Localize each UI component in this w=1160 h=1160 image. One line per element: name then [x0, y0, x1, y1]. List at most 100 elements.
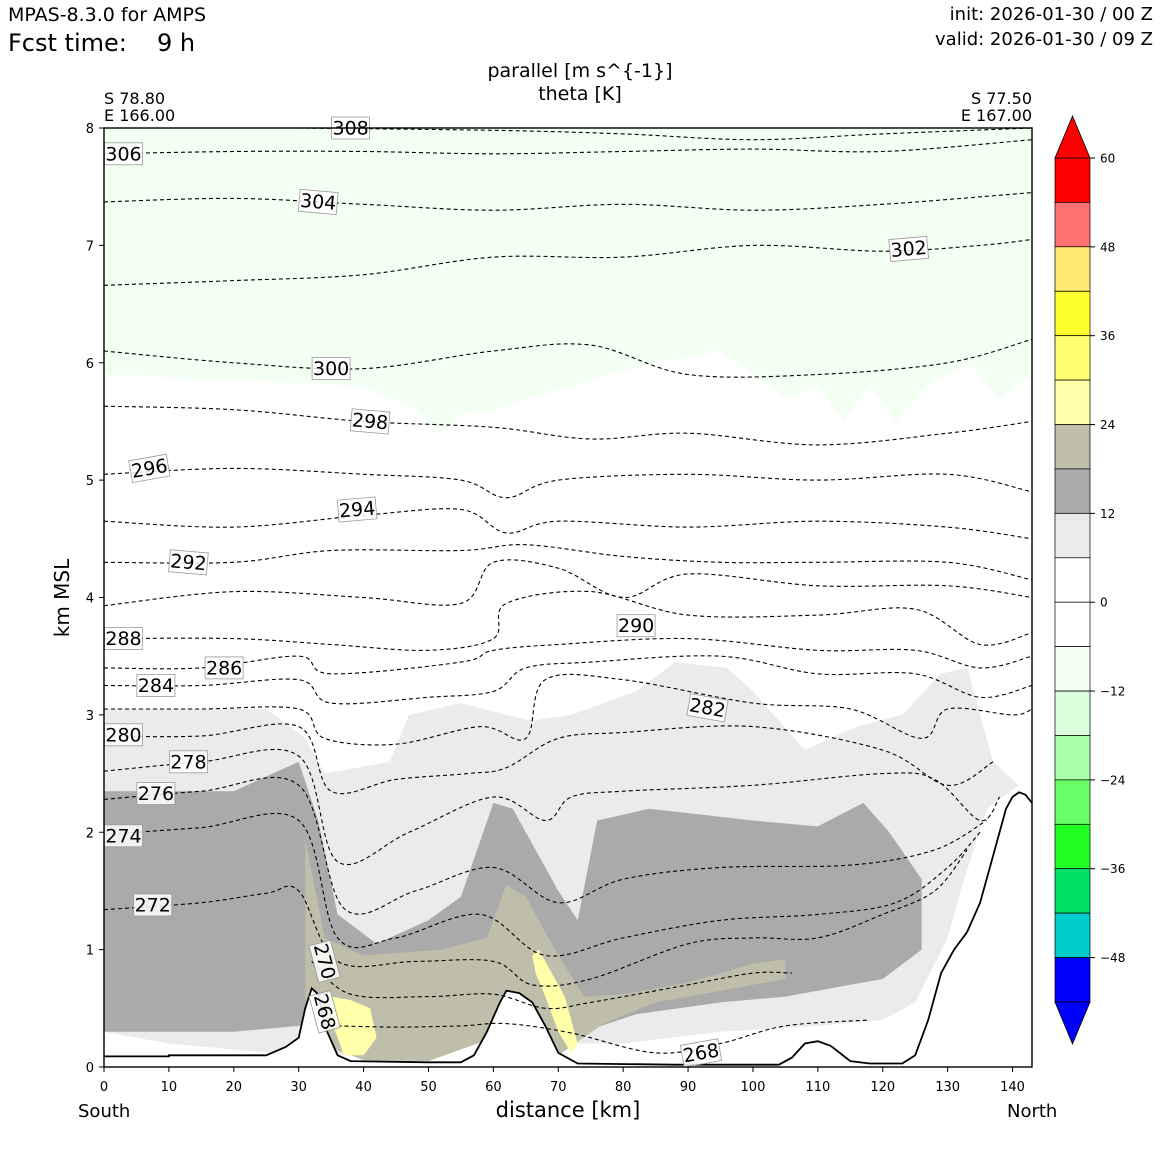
chart-title-wind: parallel [m s^{-1}]	[487, 60, 673, 82]
isentrope-294	[104, 508, 1032, 540]
init-time: init: 2026-01-30 / 00 Z	[949, 4, 1153, 25]
theta-label-box	[616, 614, 656, 638]
theta-label-text: 306	[105, 143, 141, 165]
x-tick-label: 50	[420, 1080, 437, 1095]
theta-label-text: 272	[135, 895, 171, 917]
theta-label-text: 290	[618, 615, 654, 637]
x-tick-label: 40	[355, 1080, 372, 1095]
theta-label-box	[136, 782, 176, 805]
chart-title-theta: theta [K]	[538, 83, 622, 105]
isentrope-274	[104, 812, 981, 957]
theta-label-284: 284	[136, 674, 176, 697]
theta-label-304: 304	[297, 188, 339, 215]
theta-label-box	[168, 549, 209, 576]
y-tick-label: 5	[86, 474, 94, 489]
colorbar-tick-label: 60	[1100, 152, 1115, 166]
fcst-time-value: 9 h	[157, 29, 196, 57]
colorbar-band-24..30	[1054, 379, 1091, 425]
isentrope-306	[104, 139, 1032, 155]
x-tick-label: 70	[550, 1080, 567, 1095]
theta-label-box	[686, 693, 729, 723]
colorbar-tick-label: 0	[1100, 596, 1108, 610]
colorbar-band--42..-36	[1054, 868, 1091, 914]
isentrope-270	[311, 960, 792, 1010]
x-tick-label: 100	[741, 1080, 766, 1095]
y-tick-label: 8	[86, 122, 94, 137]
isentrope-290	[104, 559, 1032, 607]
theta-label-text: 268	[681, 1039, 721, 1067]
x-tick-label: 0	[100, 1080, 108, 1095]
theta-label-text: 304	[299, 190, 337, 215]
isentrope-302	[104, 238, 1032, 286]
left-point-lon: E 166.00	[104, 106, 176, 125]
theta-label-box	[136, 674, 176, 697]
terrain-fill	[104, 792, 1032, 1067]
theta-label-268: 268	[679, 1038, 723, 1068]
theta-label-286: 286	[204, 656, 244, 680]
isentrope-280	[104, 723, 994, 795]
isentrope-296	[104, 467, 1032, 499]
x-tick-label: 20	[226, 1080, 243, 1095]
x-tick-label: 10	[161, 1080, 178, 1095]
colorbar-tick-label: −24	[1100, 773, 1125, 787]
theta-label-text: 300	[313, 358, 349, 380]
isentrope-282	[104, 673, 1032, 746]
colorbar-band--24..-18	[1054, 735, 1091, 781]
theta-label-text: 284	[138, 675, 174, 697]
theta-label-box	[168, 750, 208, 774]
theta-label-box	[308, 939, 341, 984]
theta-label-text: 294	[338, 497, 376, 522]
theta-label-268: 268	[308, 990, 341, 1034]
colorbar-tick-label: 12	[1100, 507, 1115, 521]
theta-label-box	[336, 496, 378, 523]
colorbar-band-30..36	[1054, 335, 1091, 381]
wind-fill-18..24	[305, 838, 786, 1062]
colorbar-band-0..6	[1054, 557, 1091, 603]
wind-fill--6..-12	[104, 128, 1032, 434]
theta-label-280: 280	[104, 723, 143, 746]
colorbar-tick-label: 24	[1100, 418, 1115, 432]
left-point-lat: S 78.80	[104, 89, 166, 108]
isentrope-284	[104, 655, 1032, 705]
right-point-lat: S 77.50	[970, 89, 1032, 108]
isentrope-300	[104, 338, 1032, 378]
theta-label-box	[349, 408, 391, 435]
colorbar-under-arrow	[1054, 1001, 1091, 1046]
theta-label-282: 282	[686, 693, 729, 723]
y-tick-label: 6	[86, 357, 94, 372]
theta-label-290: 290	[616, 614, 656, 638]
y-tick-label: 0	[86, 1061, 94, 1076]
theta-label-276: 276	[136, 782, 176, 805]
theta-label-298: 298	[349, 408, 391, 435]
x-tick-label: 120	[870, 1080, 895, 1095]
right-point-lon: E 167.00	[960, 106, 1032, 125]
colorbar-band-42..48	[1054, 246, 1091, 292]
colorbar-tick-label: 48	[1100, 240, 1115, 254]
theta-label-box	[128, 453, 171, 483]
y-tick-label: 1	[86, 944, 94, 959]
theta-label-294: 294	[336, 496, 378, 523]
isentrope-278	[104, 748, 1001, 866]
theta-label-box	[297, 188, 339, 215]
theta-label-box	[308, 990, 341, 1034]
theta-label-box	[204, 656, 244, 680]
theta-label-box	[679, 1038, 723, 1068]
wind-fill-24..30	[532, 949, 578, 1053]
theta-label-text: 288	[105, 628, 141, 650]
colorbar-tick-label: −12	[1100, 685, 1125, 699]
x-tick-label: 110	[805, 1080, 830, 1095]
theta-label-text: 276	[138, 783, 174, 805]
colorbar-band-48..54	[1054, 202, 1091, 248]
x-axis-label: distance [km]	[495, 1098, 641, 1122]
theta-label-272: 272	[133, 893, 173, 917]
x-tick-label: 140	[1000, 1080, 1025, 1095]
theta-label-text: 278	[170, 751, 206, 773]
x-end-label-north: North	[1007, 1101, 1058, 1122]
colorbar-band--30..-24	[1054, 779, 1091, 825]
theta-label-292: 292	[168, 549, 209, 576]
theta-label-text: 302	[890, 237, 928, 262]
theta-label-text: 296	[130, 455, 170, 483]
colorbar-band--36..-30	[1054, 823, 1091, 870]
theta-label-300: 300	[311, 357, 351, 380]
